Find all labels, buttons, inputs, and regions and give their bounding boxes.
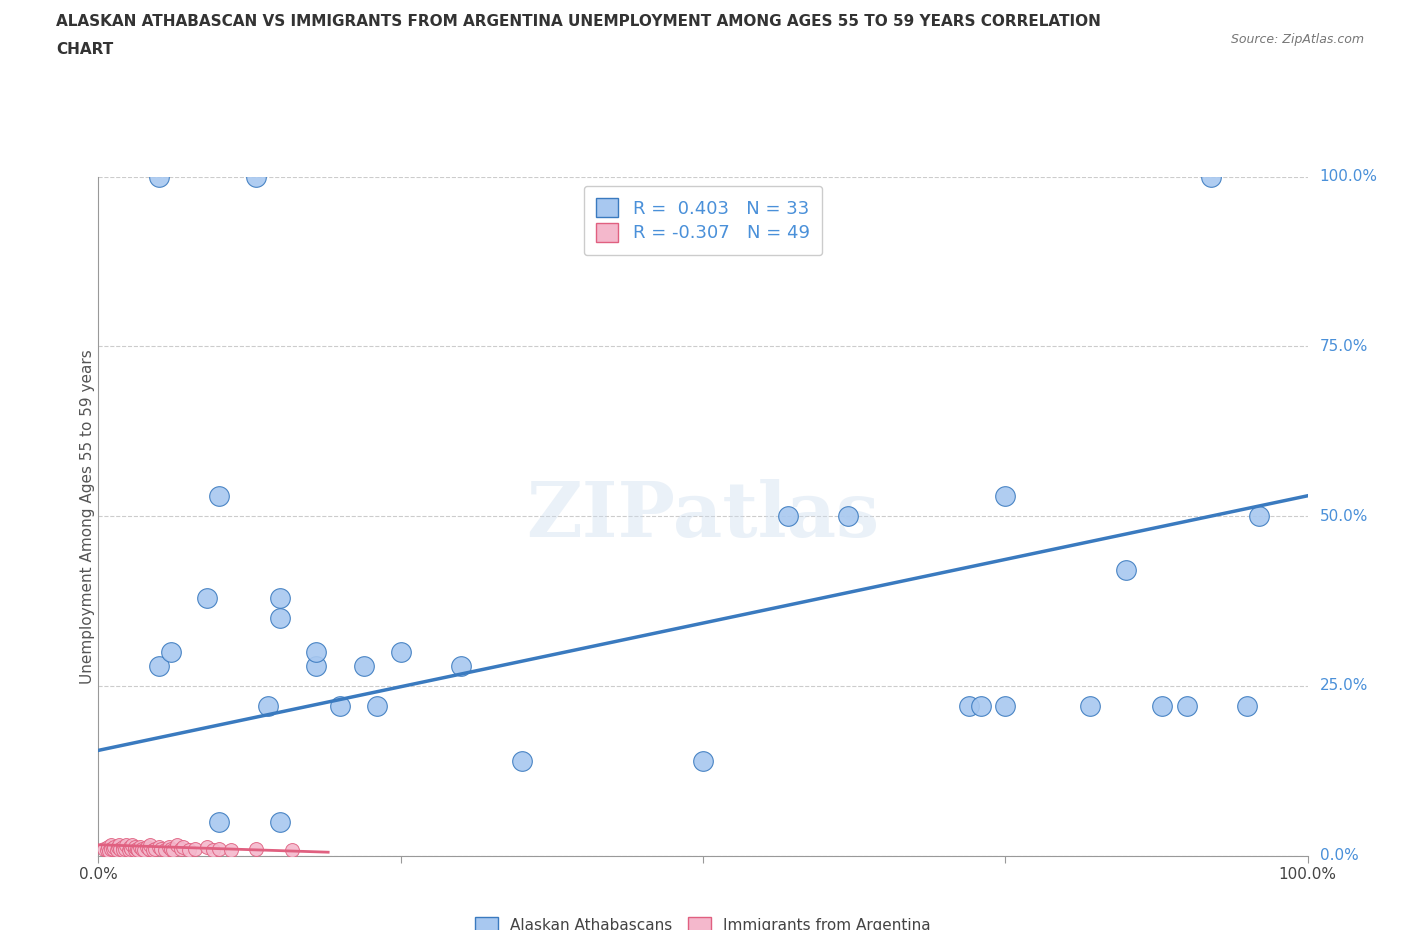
Point xyxy=(994,698,1017,713)
Point xyxy=(131,842,153,857)
Point xyxy=(100,842,122,857)
Point xyxy=(269,815,291,830)
Legend: Alaskan Athabascans, Immigrants from Argentina: Alaskan Athabascans, Immigrants from Arg… xyxy=(470,910,936,930)
Point xyxy=(101,842,124,857)
Point xyxy=(172,840,194,855)
Point xyxy=(1115,563,1137,578)
Point xyxy=(124,840,146,855)
Point xyxy=(108,842,131,857)
Text: 100.0%: 100.0% xyxy=(1320,169,1378,184)
Point xyxy=(329,698,352,713)
Point xyxy=(135,840,157,855)
Point xyxy=(177,843,201,857)
Point xyxy=(148,169,170,184)
Point xyxy=(776,509,799,524)
Point xyxy=(353,658,375,673)
Text: 25.0%: 25.0% xyxy=(1320,678,1368,694)
Point xyxy=(143,842,166,857)
Point xyxy=(115,838,138,853)
Point xyxy=(120,842,142,857)
Point xyxy=(510,753,533,768)
Point xyxy=(103,840,125,855)
Point xyxy=(208,842,231,857)
Point xyxy=(305,658,328,673)
Point xyxy=(195,840,218,855)
Point xyxy=(93,842,115,857)
Point xyxy=(269,591,291,605)
Text: 0.0%: 0.0% xyxy=(1320,848,1358,863)
Point xyxy=(184,842,207,857)
Point xyxy=(221,843,243,857)
Point xyxy=(1175,698,1198,713)
Point xyxy=(256,698,278,713)
Point xyxy=(96,843,118,857)
Point xyxy=(957,698,980,713)
Point xyxy=(281,843,304,857)
Point xyxy=(97,840,120,855)
Point xyxy=(269,611,291,626)
Point xyxy=(195,591,218,605)
Point xyxy=(160,644,183,659)
Point xyxy=(1199,169,1222,184)
Point xyxy=(305,644,328,659)
Point xyxy=(118,843,141,857)
Text: ALASKAN ATHABASCAN VS IMMIGRANTS FROM ARGENTINA UNEMPLOYMENT AMONG AGES 55 TO 59: ALASKAN ATHABASCAN VS IMMIGRANTS FROM AR… xyxy=(56,14,1101,29)
Point xyxy=(148,658,170,673)
Point xyxy=(114,842,136,857)
Point xyxy=(366,698,388,713)
Point xyxy=(208,815,231,830)
Point xyxy=(970,698,993,713)
Point xyxy=(994,488,1017,503)
Point xyxy=(157,840,180,855)
Point xyxy=(121,838,143,853)
Point xyxy=(202,843,225,857)
Point xyxy=(1249,509,1271,524)
Text: Source: ZipAtlas.com: Source: ZipAtlas.com xyxy=(1230,33,1364,46)
Point xyxy=(692,753,714,768)
Point xyxy=(150,842,173,857)
Point xyxy=(1152,698,1174,713)
Point xyxy=(245,169,267,184)
Point xyxy=(100,838,122,853)
Point xyxy=(134,843,156,857)
Point xyxy=(127,842,149,857)
Point xyxy=(105,843,128,857)
Point xyxy=(169,842,191,857)
Point xyxy=(160,842,183,857)
Point xyxy=(128,840,150,855)
Point xyxy=(148,840,170,855)
Point xyxy=(111,843,134,857)
Point xyxy=(450,658,472,673)
Text: 50.0%: 50.0% xyxy=(1320,509,1368,524)
Point xyxy=(139,838,162,853)
Point xyxy=(162,843,184,857)
Point xyxy=(166,838,188,853)
Text: CHART: CHART xyxy=(56,42,114,57)
Point xyxy=(107,840,129,855)
Text: ZIPatlas: ZIPatlas xyxy=(526,479,880,553)
Point xyxy=(98,844,121,858)
Point xyxy=(111,840,134,855)
Point xyxy=(127,843,149,857)
Y-axis label: Unemployment Among Ages 55 to 59 years: Unemployment Among Ages 55 to 59 years xyxy=(80,349,94,684)
Point xyxy=(118,840,141,855)
Point xyxy=(208,488,231,503)
Point xyxy=(389,644,412,659)
Point xyxy=(245,842,267,857)
Point xyxy=(1236,698,1258,713)
Point xyxy=(153,843,176,857)
Point xyxy=(142,843,165,857)
Point xyxy=(138,842,160,857)
Point xyxy=(108,838,131,853)
Text: 75.0%: 75.0% xyxy=(1320,339,1368,354)
Point xyxy=(124,843,146,857)
Point xyxy=(1078,698,1101,713)
Point xyxy=(837,509,859,524)
